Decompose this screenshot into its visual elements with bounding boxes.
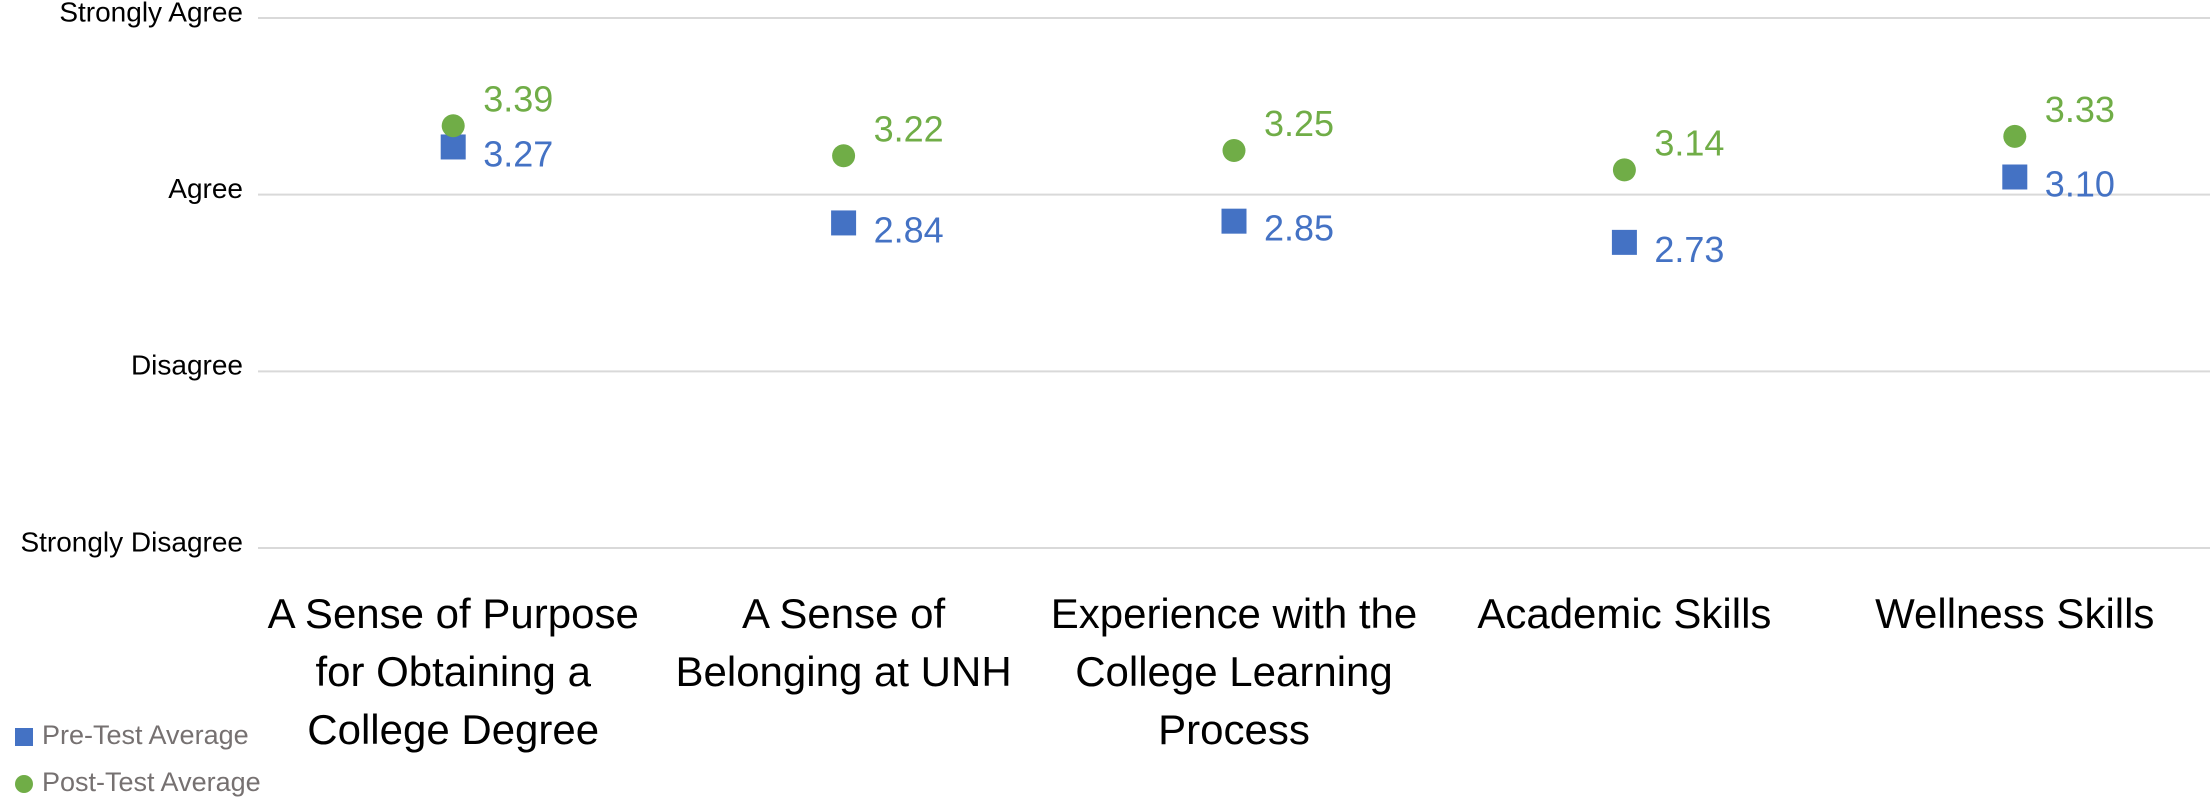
marker (831, 210, 857, 236)
marker (2003, 124, 2027, 148)
marker (441, 114, 465, 138)
legend-marker (15, 728, 33, 746)
x-tick-label: A Sense of Purpose for Obtaining a Colle… (267, 590, 639, 753)
marker (832, 144, 856, 168)
data-label: 3.39 (483, 78, 553, 119)
legend-label: Pre-Test Average (42, 720, 249, 750)
data-label: 3.27 (483, 133, 553, 174)
x-tick-label: Experience with the College Learning Pro… (1050, 590, 1418, 753)
marker (1222, 139, 1246, 162)
data-label: 2.73 (1654, 229, 1724, 270)
marker (2002, 164, 2028, 190)
y-tick-label: Strongly Disagree (20, 526, 243, 557)
data-label: 3.14 (1654, 122, 1724, 163)
data-label: 3.25 (1264, 103, 1334, 144)
data-label: 2.84 (874, 209, 944, 250)
data-label: 2.85 (1264, 208, 1334, 249)
data-label: 3.22 (874, 108, 944, 149)
data-label: 3.33 (2045, 89, 2115, 130)
x-tick-label: A Sense of Belonging at UNH (675, 590, 1012, 695)
legend-label: Post-Test Average (42, 767, 261, 797)
y-tick-label: Strongly Agree (59, 0, 243, 27)
x-tick-label: Academic Skills (1477, 590, 1772, 637)
marker (1611, 229, 1637, 255)
legend-marker (15, 775, 33, 793)
x-tick-label: Wellness Skills (1875, 590, 2155, 637)
y-tick-label: Disagree (131, 350, 243, 381)
marker (1221, 208, 1247, 234)
marker (440, 134, 466, 160)
y-tick-label: Agree (168, 173, 243, 204)
data-label: 3.10 (2045, 164, 2115, 205)
marker (1612, 158, 1636, 182)
